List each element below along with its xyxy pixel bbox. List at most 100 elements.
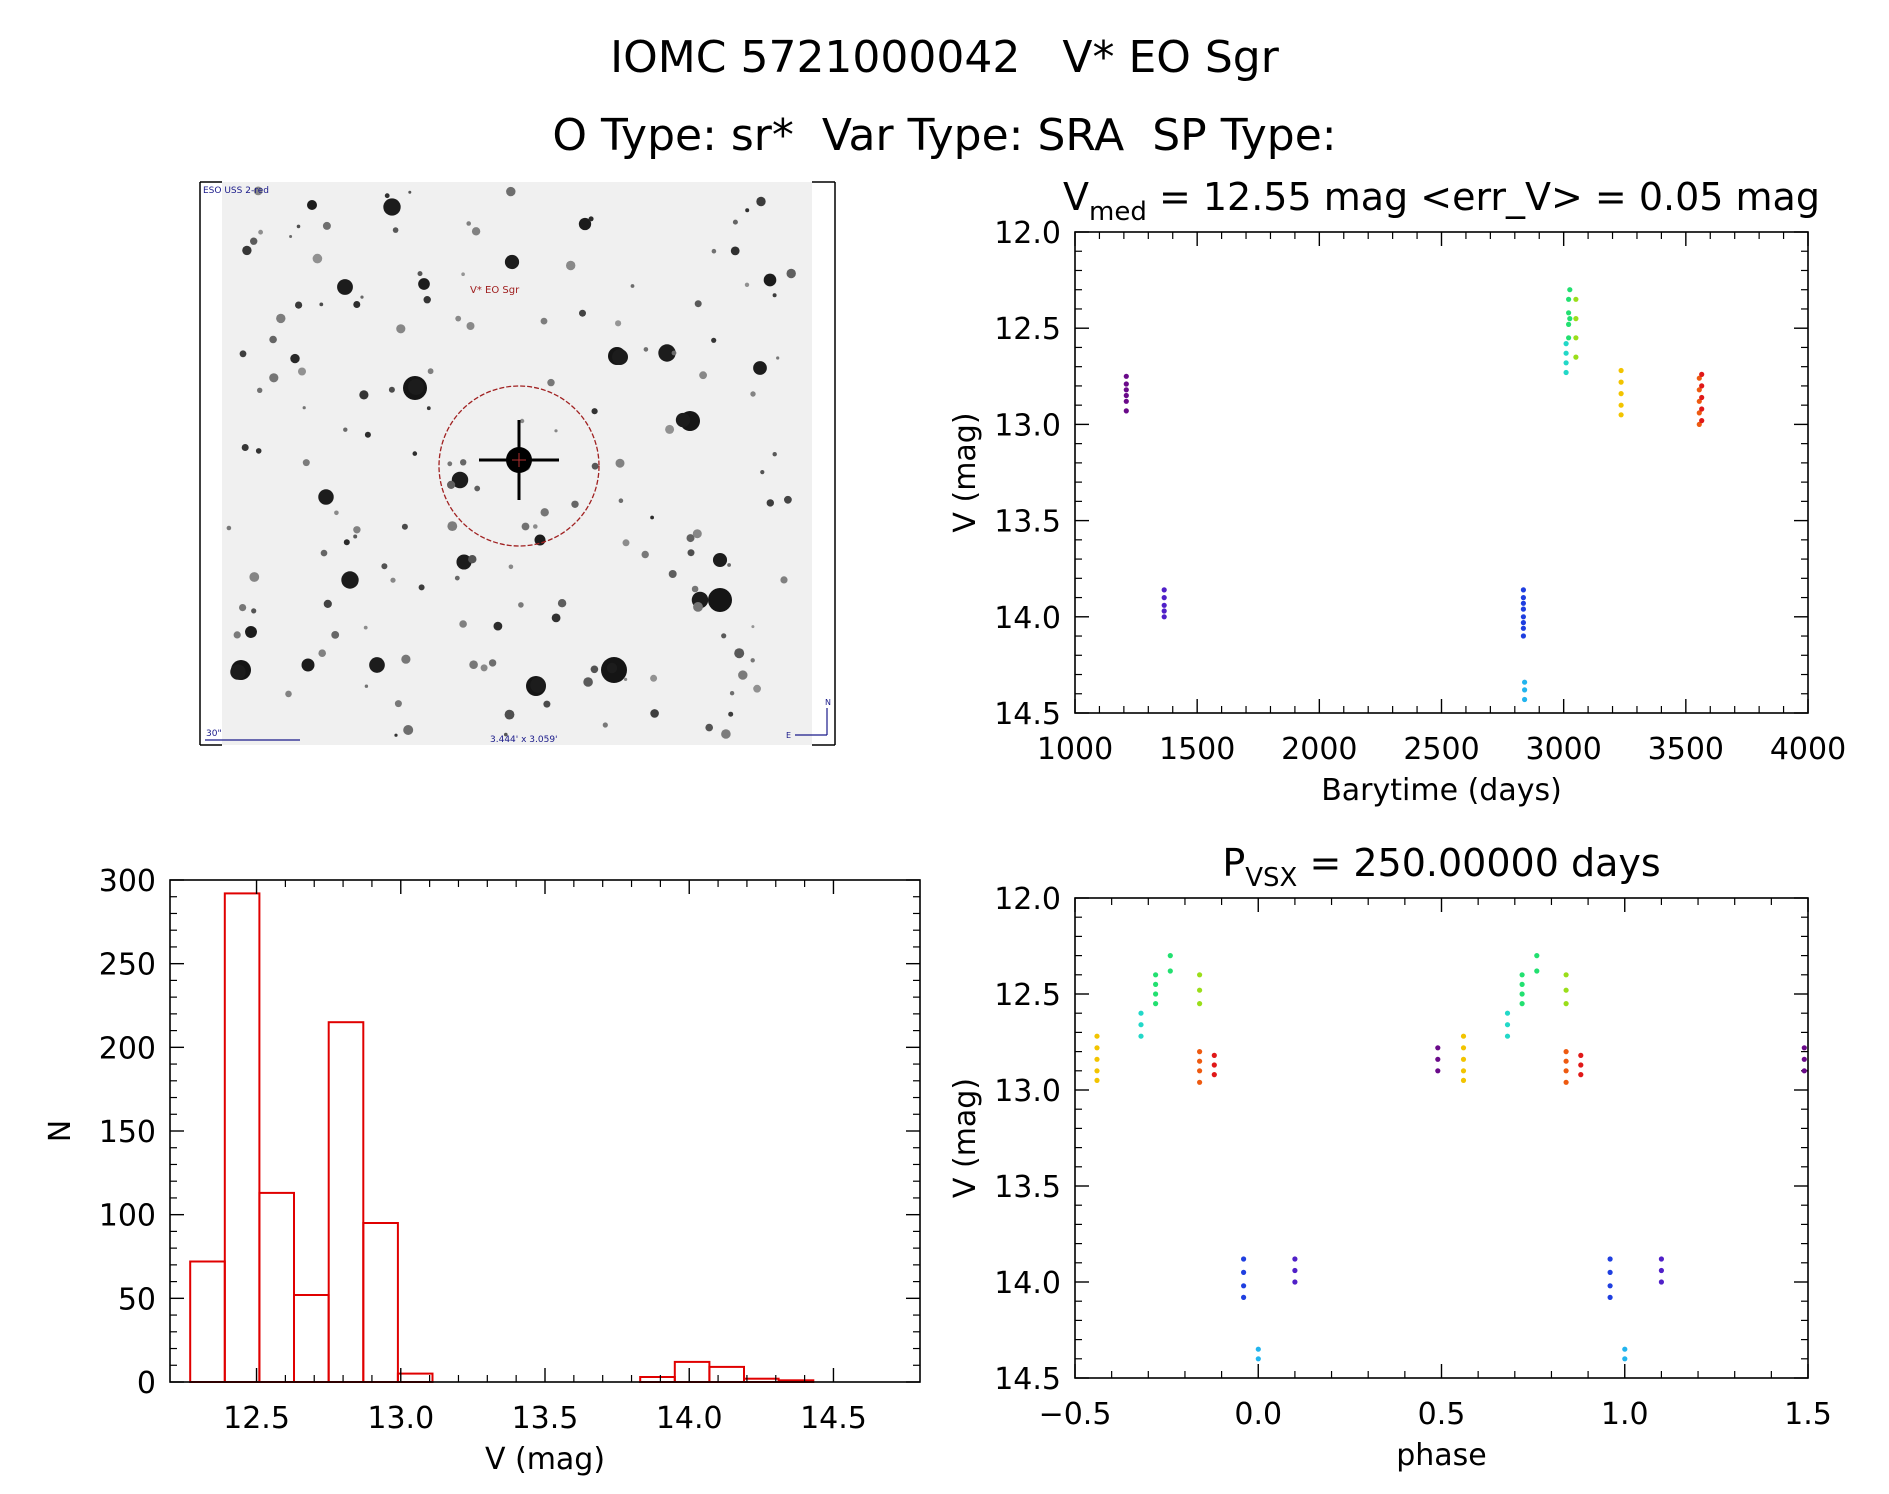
star (474, 485, 481, 492)
data-point (1197, 1049, 1203, 1055)
data-point (1563, 987, 1569, 993)
data-point (1504, 1022, 1511, 1028)
data-point (1161, 595, 1167, 601)
north-label: N (825, 698, 831, 707)
y-axis-label: V (mag) (948, 412, 983, 532)
star (732, 219, 738, 225)
y-tick-label: 14.0 (994, 601, 1061, 636)
plot-title: Vmed = 12.55 mag <err_V> = 0.05 mag (1063, 175, 1820, 227)
star (753, 684, 761, 693)
data-point (1622, 1356, 1628, 1362)
x-tick-label: 1.0 (1601, 1397, 1649, 1432)
hist-bar (189, 1260, 226, 1383)
star (691, 585, 699, 593)
star (455, 315, 462, 322)
data-point (1563, 1058, 1569, 1064)
star (359, 390, 369, 400)
star (289, 235, 293, 238)
y-tick-label: 12.0 (994, 216, 1061, 251)
star (480, 664, 488, 672)
star (320, 549, 328, 557)
data-point (1699, 383, 1705, 389)
star (763, 273, 777, 287)
data-point (1566, 310, 1572, 316)
y-axis-label: N (43, 1120, 78, 1142)
star (337, 279, 353, 295)
hist-bar (223, 892, 261, 1384)
x-tick-label: 1500 (1159, 732, 1235, 767)
star (554, 429, 558, 433)
data-point (1241, 1294, 1247, 1300)
y-tick-label: 200 (99, 1031, 156, 1066)
data-point (1255, 1356, 1261, 1362)
star (258, 229, 263, 235)
data-point (1563, 1001, 1569, 1007)
plot-title: PVSX = 250.00000 days (1222, 841, 1660, 893)
x-tick-label: 3500 (1648, 732, 1724, 767)
star (408, 190, 412, 194)
data-point (1520, 606, 1526, 612)
star (301, 658, 315, 672)
y-tick-label: 250 (99, 948, 156, 983)
star (738, 670, 748, 680)
y-tick-label: 12.5 (994, 312, 1061, 347)
star (396, 324, 406, 334)
star (686, 534, 695, 543)
star (241, 444, 249, 451)
hist-bar (327, 1021, 365, 1383)
star (671, 350, 677, 356)
data-point (1696, 421, 1702, 427)
data-point (1801, 1068, 1807, 1074)
data-point (1211, 1072, 1217, 1078)
star (447, 480, 456, 489)
star (459, 620, 467, 628)
star (341, 571, 359, 589)
x-tick-label: 2000 (1281, 732, 1357, 767)
star (692, 529, 702, 539)
data-point (1435, 1045, 1441, 1051)
star (364, 431, 371, 438)
star (588, 216, 594, 222)
data-point (1699, 418, 1705, 424)
x-axis-label: V (mag) (485, 1442, 605, 1477)
data-point (1504, 1033, 1511, 1039)
star (611, 348, 629, 366)
data-point (1534, 953, 1540, 959)
data-point (1138, 1022, 1144, 1028)
star (591, 408, 598, 415)
x-tick-label: 3000 (1525, 732, 1601, 767)
star (602, 722, 608, 728)
data-point (1460, 1068, 1467, 1074)
data-point (1522, 679, 1528, 685)
data-point (1123, 392, 1129, 399)
data-point (1292, 1256, 1298, 1262)
data-point (1519, 972, 1525, 978)
star (390, 577, 396, 583)
data-point (1520, 587, 1526, 593)
star (392, 227, 399, 233)
data-point (1567, 316, 1573, 322)
finder-image: ESO USS 2-red V* EO Sgr 30" 3.444' x 3.0… (199, 181, 836, 746)
star (618, 498, 624, 504)
hist-bar (673, 1360, 711, 1384)
data-point (1566, 335, 1572, 341)
data-point (1658, 1279, 1664, 1285)
data-point (1292, 1267, 1298, 1274)
star (557, 599, 567, 608)
x-tick-label: 4000 (1770, 732, 1846, 767)
y-tick-label: 14.0 (994, 1266, 1061, 1301)
star (780, 576, 788, 584)
star (471, 227, 481, 236)
scale-label: 30" (206, 729, 222, 739)
star (760, 470, 765, 475)
hist-bar (258, 1191, 295, 1384)
star (530, 677, 546, 693)
star (711, 248, 717, 254)
star (693, 602, 703, 612)
star (583, 677, 593, 687)
data-point (1658, 1256, 1664, 1262)
star (493, 621, 503, 631)
data-point (1161, 608, 1167, 614)
y-tick-label: 100 (99, 1199, 156, 1234)
